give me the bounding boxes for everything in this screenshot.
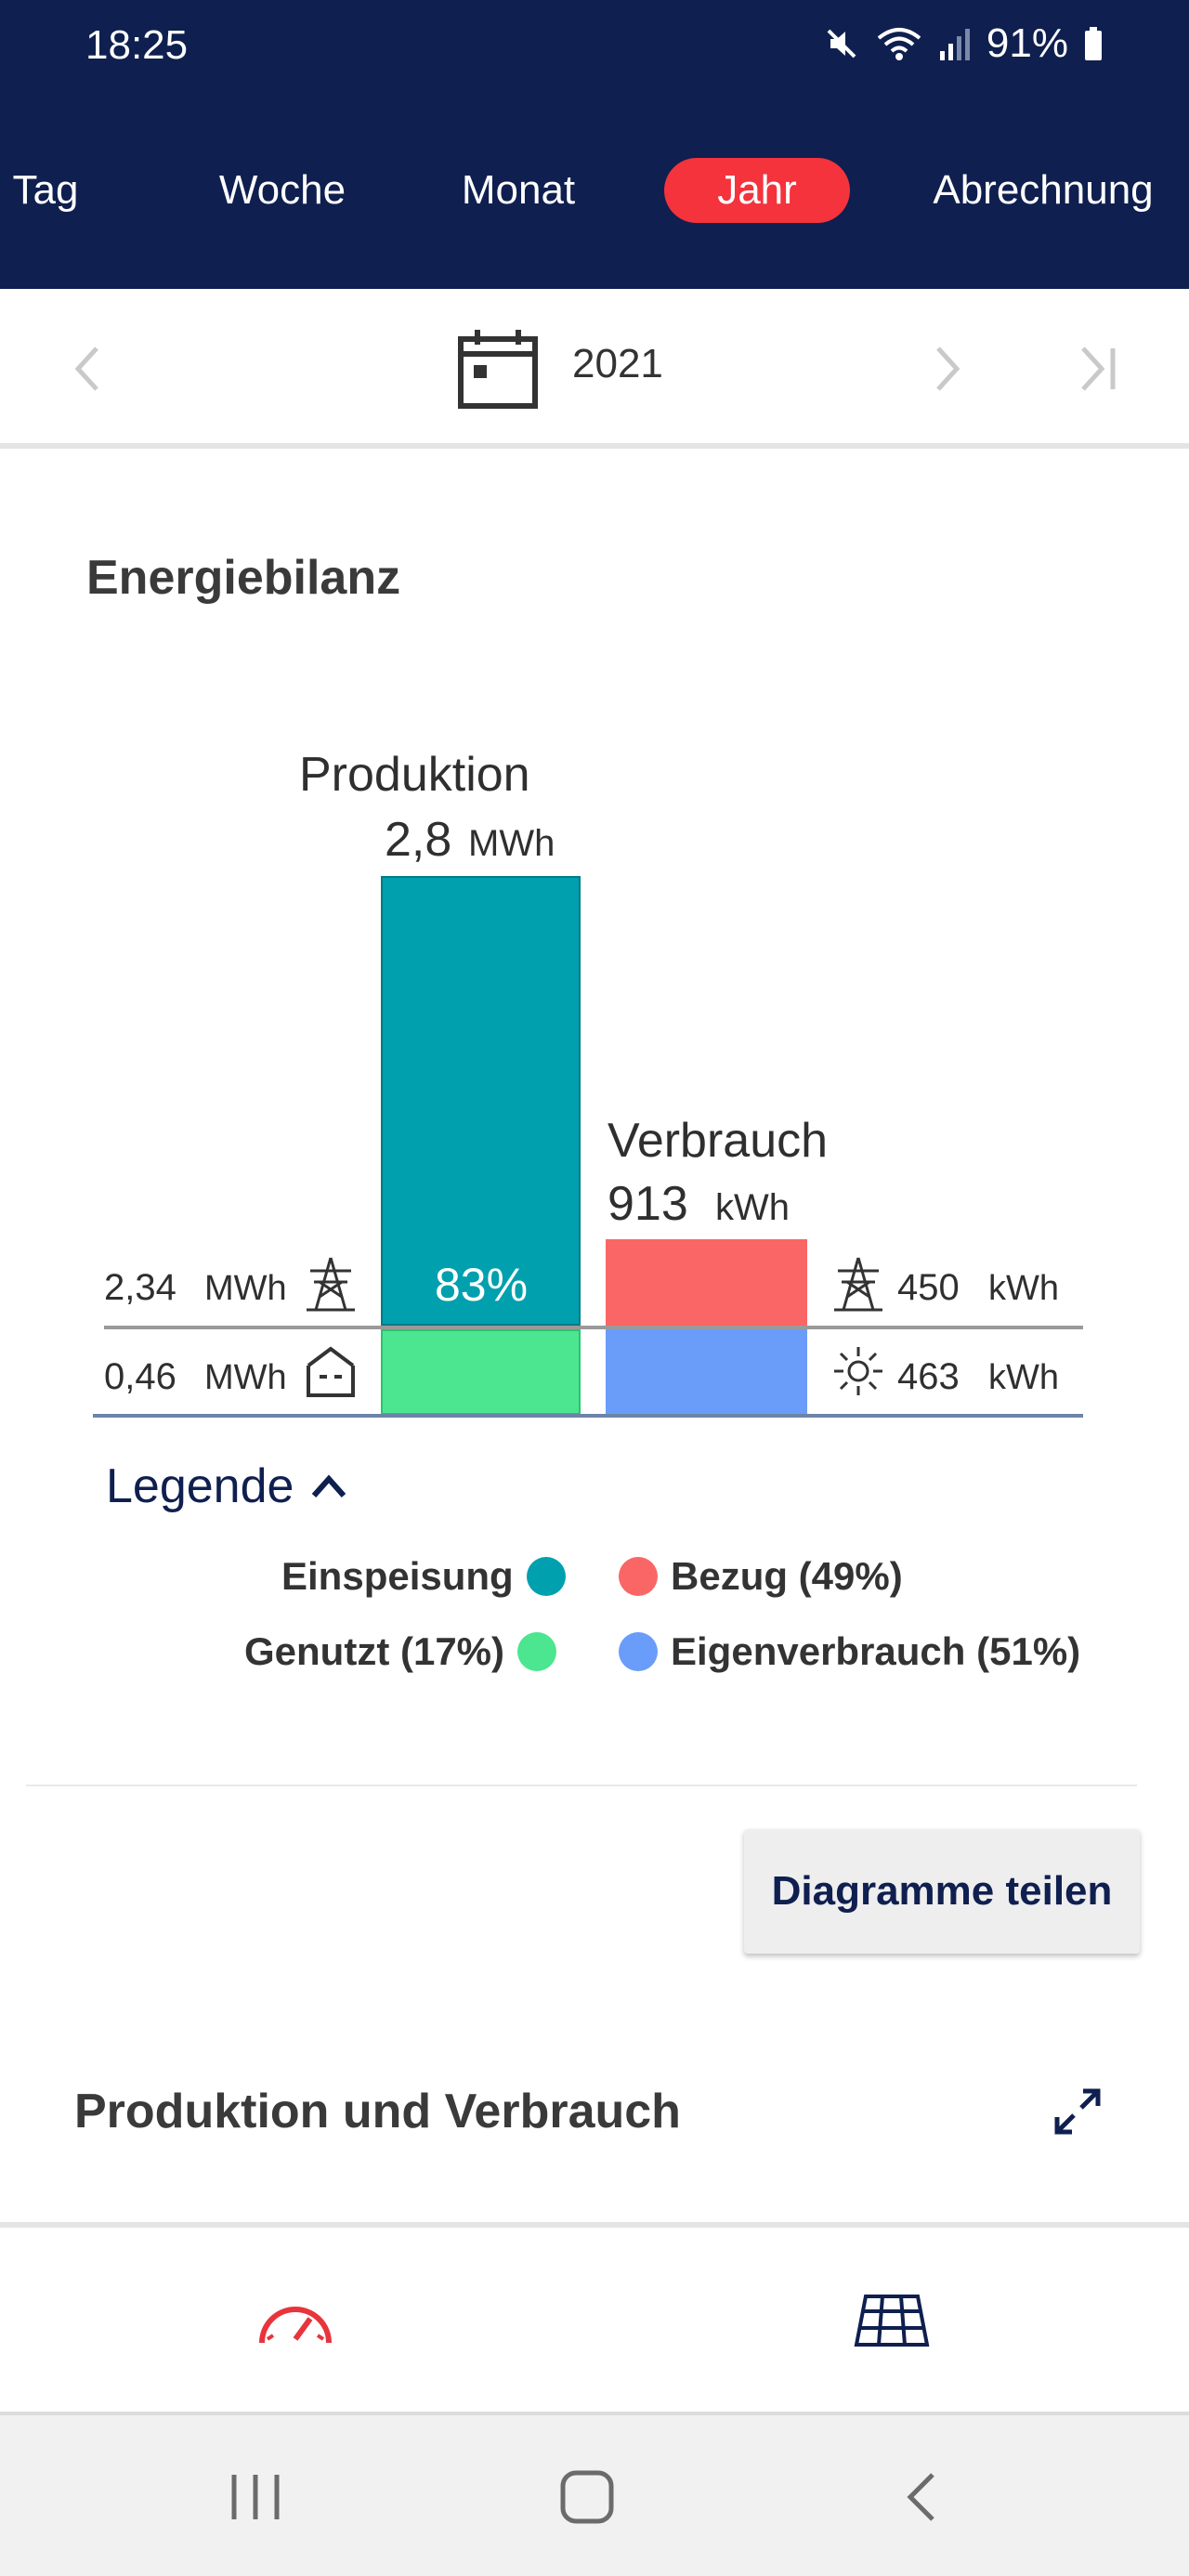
legend-dot-einspeisung: [526, 1557, 566, 1596]
einspeisung-percent: 83%: [435, 1259, 529, 1311]
battery-icon: [1085, 27, 1102, 60]
expand-icon[interactable]: [1052, 2086, 1104, 2138]
legend-dot-bezug: [619, 1557, 658, 1596]
legend-toggle-label: Legende: [106, 1459, 294, 1513]
mute-icon: [827, 29, 856, 59]
production-consumption-title: Produktion und Verbrauch: [74, 2085, 681, 2138]
consumption-total-unit: kWh: [715, 1187, 790, 1228]
legend-label-einspeisung: Einspeisung: [281, 1554, 514, 1598]
skip-to-end-icon[interactable]: [1078, 345, 1118, 393]
left-unit-einspeisung: MWh: [204, 1269, 287, 1308]
consumption-label: Verbrauch: [608, 1114, 829, 1168]
legend-item-einspeisung: Einspeisung: [281, 1554, 566, 1599]
left-value-einspeisung: 2,34: [104, 1267, 176, 1308]
chevron-right-icon[interactable]: [933, 345, 962, 393]
selected-year: 2021: [572, 341, 663, 386]
legend-label-eigenverbrauch: Eigenverbrauch (51%): [671, 1629, 1081, 1673]
dashboard-gauge-icon[interactable]: [256, 2291, 334, 2348]
signal-icon: [939, 29, 970, 60]
status-time: 18:25: [85, 22, 189, 68]
bar-genutzt: [381, 1329, 581, 1415]
bar-bezug: [606, 1239, 807, 1326]
status-bar: 18:25 91%: [0, 0, 1189, 91]
system-navigation-bar: [0, 2415, 1189, 2576]
tab-abrechnung[interactable]: Abrechnung: [933, 167, 1154, 213]
energy-balance-title: Energiebilanz: [86, 551, 401, 605]
tab-jahr[interactable]: Jahr: [664, 158, 850, 223]
right-unit-bezug: kWh: [988, 1269, 1059, 1308]
date-navigation: 2021: [0, 289, 1189, 449]
right-value-bezug: 450: [897, 1267, 960, 1308]
bar-einspeisung: [381, 876, 581, 1326]
legend-label-genutzt: Genutzt (17%): [244, 1629, 505, 1673]
battery-percent: 91%: [986, 20, 1068, 66]
legend-label-bezug: Bezug (49%): [671, 1554, 903, 1598]
power-tower-icon: [307, 1257, 355, 1312]
chart-base-line: [93, 1414, 1083, 1418]
wifi-icon: [877, 28, 921, 60]
legend-item-genutzt: Genutzt (17%): [244, 1629, 557, 1674]
house-icon: [307, 1346, 355, 1397]
period-tabs: Tag Woche Monat Jahr Abrechnung: [0, 91, 1189, 289]
legend-item-eigenverbrauch: Eigenverbrauch (51%): [619, 1629, 1080, 1674]
left-value-genutzt: 0,46: [104, 1356, 176, 1397]
share-charts-button[interactable]: Diagramme teilen: [744, 1829, 1140, 1954]
consumption-total-value: 913: [608, 1177, 688, 1231]
right-unit-eigenverbrauch: kWh: [988, 1358, 1059, 1397]
bar-eigenverbrauch: [606, 1329, 807, 1415]
calendar-icon[interactable]: [457, 328, 539, 410]
tab-woche[interactable]: Woche: [218, 167, 346, 213]
status-icons: 91%: [823, 20, 1104, 67]
section-divider: [26, 1785, 1137, 1786]
legend-dot-genutzt: [517, 1632, 557, 1671]
legend-dot-eigenverbrauch: [619, 1632, 658, 1671]
sun-icon: [834, 1347, 882, 1395]
recent-apps-icon[interactable]: [229, 2473, 282, 2521]
production-total-unit: MWh: [468, 823, 555, 864]
production-label: Produktion: [299, 748, 530, 802]
bottom-navigation: [0, 2222, 1189, 2415]
right-value-eigenverbrauch: 463: [897, 1356, 960, 1397]
legend-item-bezug: Bezug (49%): [619, 1554, 903, 1599]
tab-monat[interactable]: Monat: [461, 167, 576, 213]
chart-mid-line: [104, 1326, 1083, 1329]
chevron-up-icon: [312, 1474, 346, 1497]
power-tower-icon: [834, 1257, 882, 1312]
production-total-value: 2,8: [385, 813, 452, 867]
left-unit-genutzt: MWh: [204, 1358, 287, 1397]
home-icon[interactable]: [559, 2469, 615, 2525]
chevron-left-icon[interactable]: [72, 345, 102, 393]
back-icon[interactable]: [903, 2471, 940, 2523]
legend-toggle[interactable]: Legende: [106, 1458, 347, 1514]
solar-panel-icon[interactable]: [853, 2293, 931, 2348]
tab-tag[interactable]: Tag: [12, 167, 79, 213]
